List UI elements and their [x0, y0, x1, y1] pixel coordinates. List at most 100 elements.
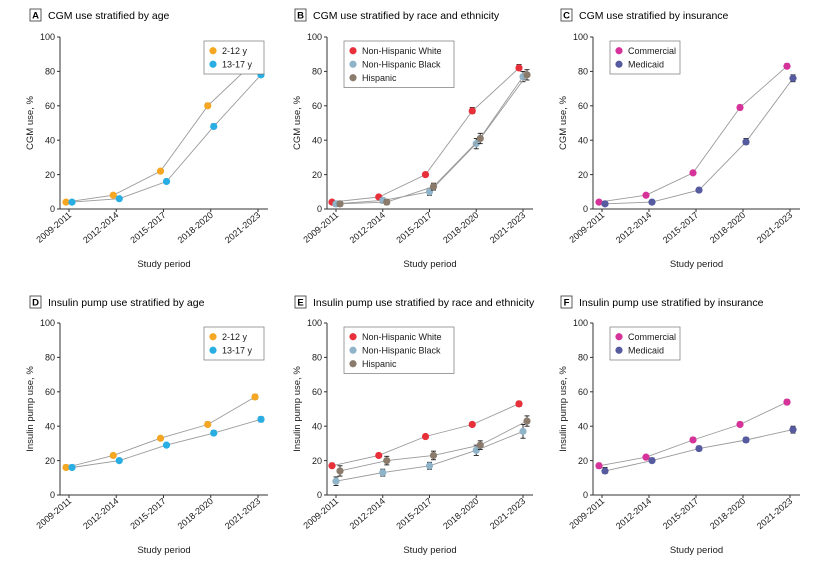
- legend-box: [203, 326, 265, 361]
- panel-letter-box: [29, 8, 42, 22]
- panel-letter-box: [560, 295, 573, 309]
- series-line: [335, 430, 524, 482]
- data-point: [515, 400, 523, 408]
- legend-label: 13-17 y: [222, 345, 253, 355]
- y-tick-label: 100: [40, 318, 55, 328]
- y-tick-label: 0: [317, 490, 322, 500]
- panel-title: Insulin pump use stratified by race and …: [313, 297, 535, 309]
- legend-label: 13-17 y: [222, 59, 253, 69]
- data-point: [421, 171, 430, 179]
- series-hispanic: [336, 415, 531, 477]
- data-point: [789, 74, 797, 82]
- panel-letter: D: [32, 298, 39, 309]
- series-line: [65, 396, 256, 468]
- y-tick-label: 20: [578, 170, 588, 180]
- data-point: [109, 191, 117, 199]
- x-tick-label: 2012-2014: [614, 496, 653, 531]
- data-point: [601, 467, 609, 475]
- data-point: [425, 462, 434, 470]
- legend-marker: [615, 346, 623, 354]
- data-point: [383, 198, 391, 206]
- x-tick-label: 2015-2017: [661, 210, 700, 245]
- data-point: [736, 103, 744, 112]
- x-tick-label: 2009-2011: [301, 496, 340, 531]
- y-tick-label: 0: [583, 490, 588, 500]
- panel-title: CGM use stratified by insurance: [579, 10, 729, 22]
- panel-title: CGM use stratified by age: [48, 10, 170, 22]
- legend-marker: [349, 47, 357, 55]
- data-point: [601, 200, 609, 208]
- panel-letter: F: [564, 298, 570, 309]
- x-tick-label: 2018-2020: [708, 210, 747, 245]
- data-point: [642, 453, 650, 461]
- legend-marker: [209, 47, 217, 55]
- x-tick-label: 2009-2011: [567, 210, 606, 245]
- x-axis-label: Study period: [670, 259, 723, 270]
- x-tick-label: 2018-2020: [176, 496, 215, 531]
- data-point: [156, 434, 165, 442]
- panel-letter-box: [29, 295, 42, 309]
- data-point: [210, 429, 218, 437]
- x-tick-label: 2009-2011: [34, 210, 73, 245]
- panel-letter-box: [294, 295, 307, 309]
- y-axis-label: CGM use, %: [25, 96, 36, 150]
- y-tick-label: 20: [45, 170, 55, 180]
- legend-marker: [349, 360, 357, 368]
- x-axis-label: Study period: [403, 259, 456, 270]
- data-point: [375, 451, 383, 460]
- x-tick-label: 2012-2014: [348, 210, 387, 245]
- x-tick-label: 2015-2017: [394, 210, 433, 245]
- legend-box: [609, 326, 681, 361]
- data-point: [472, 140, 480, 148]
- data-point: [429, 183, 438, 191]
- y-tick-label: 60: [578, 101, 588, 111]
- panel-a: A CGM use stratified by age 0 20 40 60 80 100 20…: [25, 8, 268, 270]
- legend-marker: [209, 60, 217, 68]
- data-point: [783, 62, 791, 70]
- data-point: [695, 186, 703, 194]
- series-line: [598, 65, 788, 203]
- y-tick-label: 80: [578, 353, 588, 363]
- y-tick-label: 60: [45, 387, 55, 397]
- legend-box: [343, 40, 455, 88]
- y-tick-label: 20: [312, 170, 322, 180]
- y-axis-label: Insulin pump use, %: [558, 366, 569, 452]
- series-line: [604, 78, 794, 205]
- data-point: [251, 393, 259, 401]
- x-tick-label: 2018-2020: [441, 210, 480, 245]
- data-point: [468, 107, 476, 115]
- y-tick-label: 60: [578, 387, 588, 397]
- data-point: [257, 415, 265, 423]
- data-point: [379, 469, 387, 477]
- legend: Commercial Medicaid: [609, 40, 681, 75]
- panel-d: D Insulin pump use stratified by age 0 20 40…: [25, 295, 268, 556]
- series-medicaid: [601, 425, 797, 475]
- data-point: [523, 71, 531, 79]
- data-point: [421, 432, 430, 441]
- x-tick-label: 2015-2017: [128, 496, 167, 531]
- y-tick-label: 40: [312, 421, 322, 431]
- data-point: [210, 122, 218, 131]
- x-axis-label: Study period: [403, 545, 456, 556]
- data-point: [204, 102, 212, 110]
- data-point: [515, 64, 523, 72]
- legend-box: [203, 40, 265, 75]
- x-tick-label: 2018-2020: [176, 210, 215, 245]
- legend: 2-12 y 13-17 y: [203, 326, 265, 361]
- y-tick-label: 60: [45, 101, 55, 111]
- series-line: [339, 420, 528, 472]
- legend-marker: [349, 333, 357, 341]
- data-point: [109, 451, 117, 460]
- x-axis-label: Study period: [137, 259, 190, 270]
- x-tick-label: 2021-2023: [223, 210, 262, 245]
- legend-marker: [615, 333, 623, 341]
- panel-title: CGM use stratified by race and ethnicity: [313, 10, 500, 22]
- panel-letter: C: [563, 11, 570, 22]
- y-tick-label: 0: [50, 490, 55, 500]
- series-line: [335, 76, 524, 205]
- x-tick-label: 2021-2023: [223, 496, 262, 531]
- y-axis-label: CGM use, %: [292, 96, 303, 150]
- y-tick-label: 0: [317, 204, 322, 214]
- data-point: [783, 398, 791, 406]
- data-point: [68, 463, 76, 472]
